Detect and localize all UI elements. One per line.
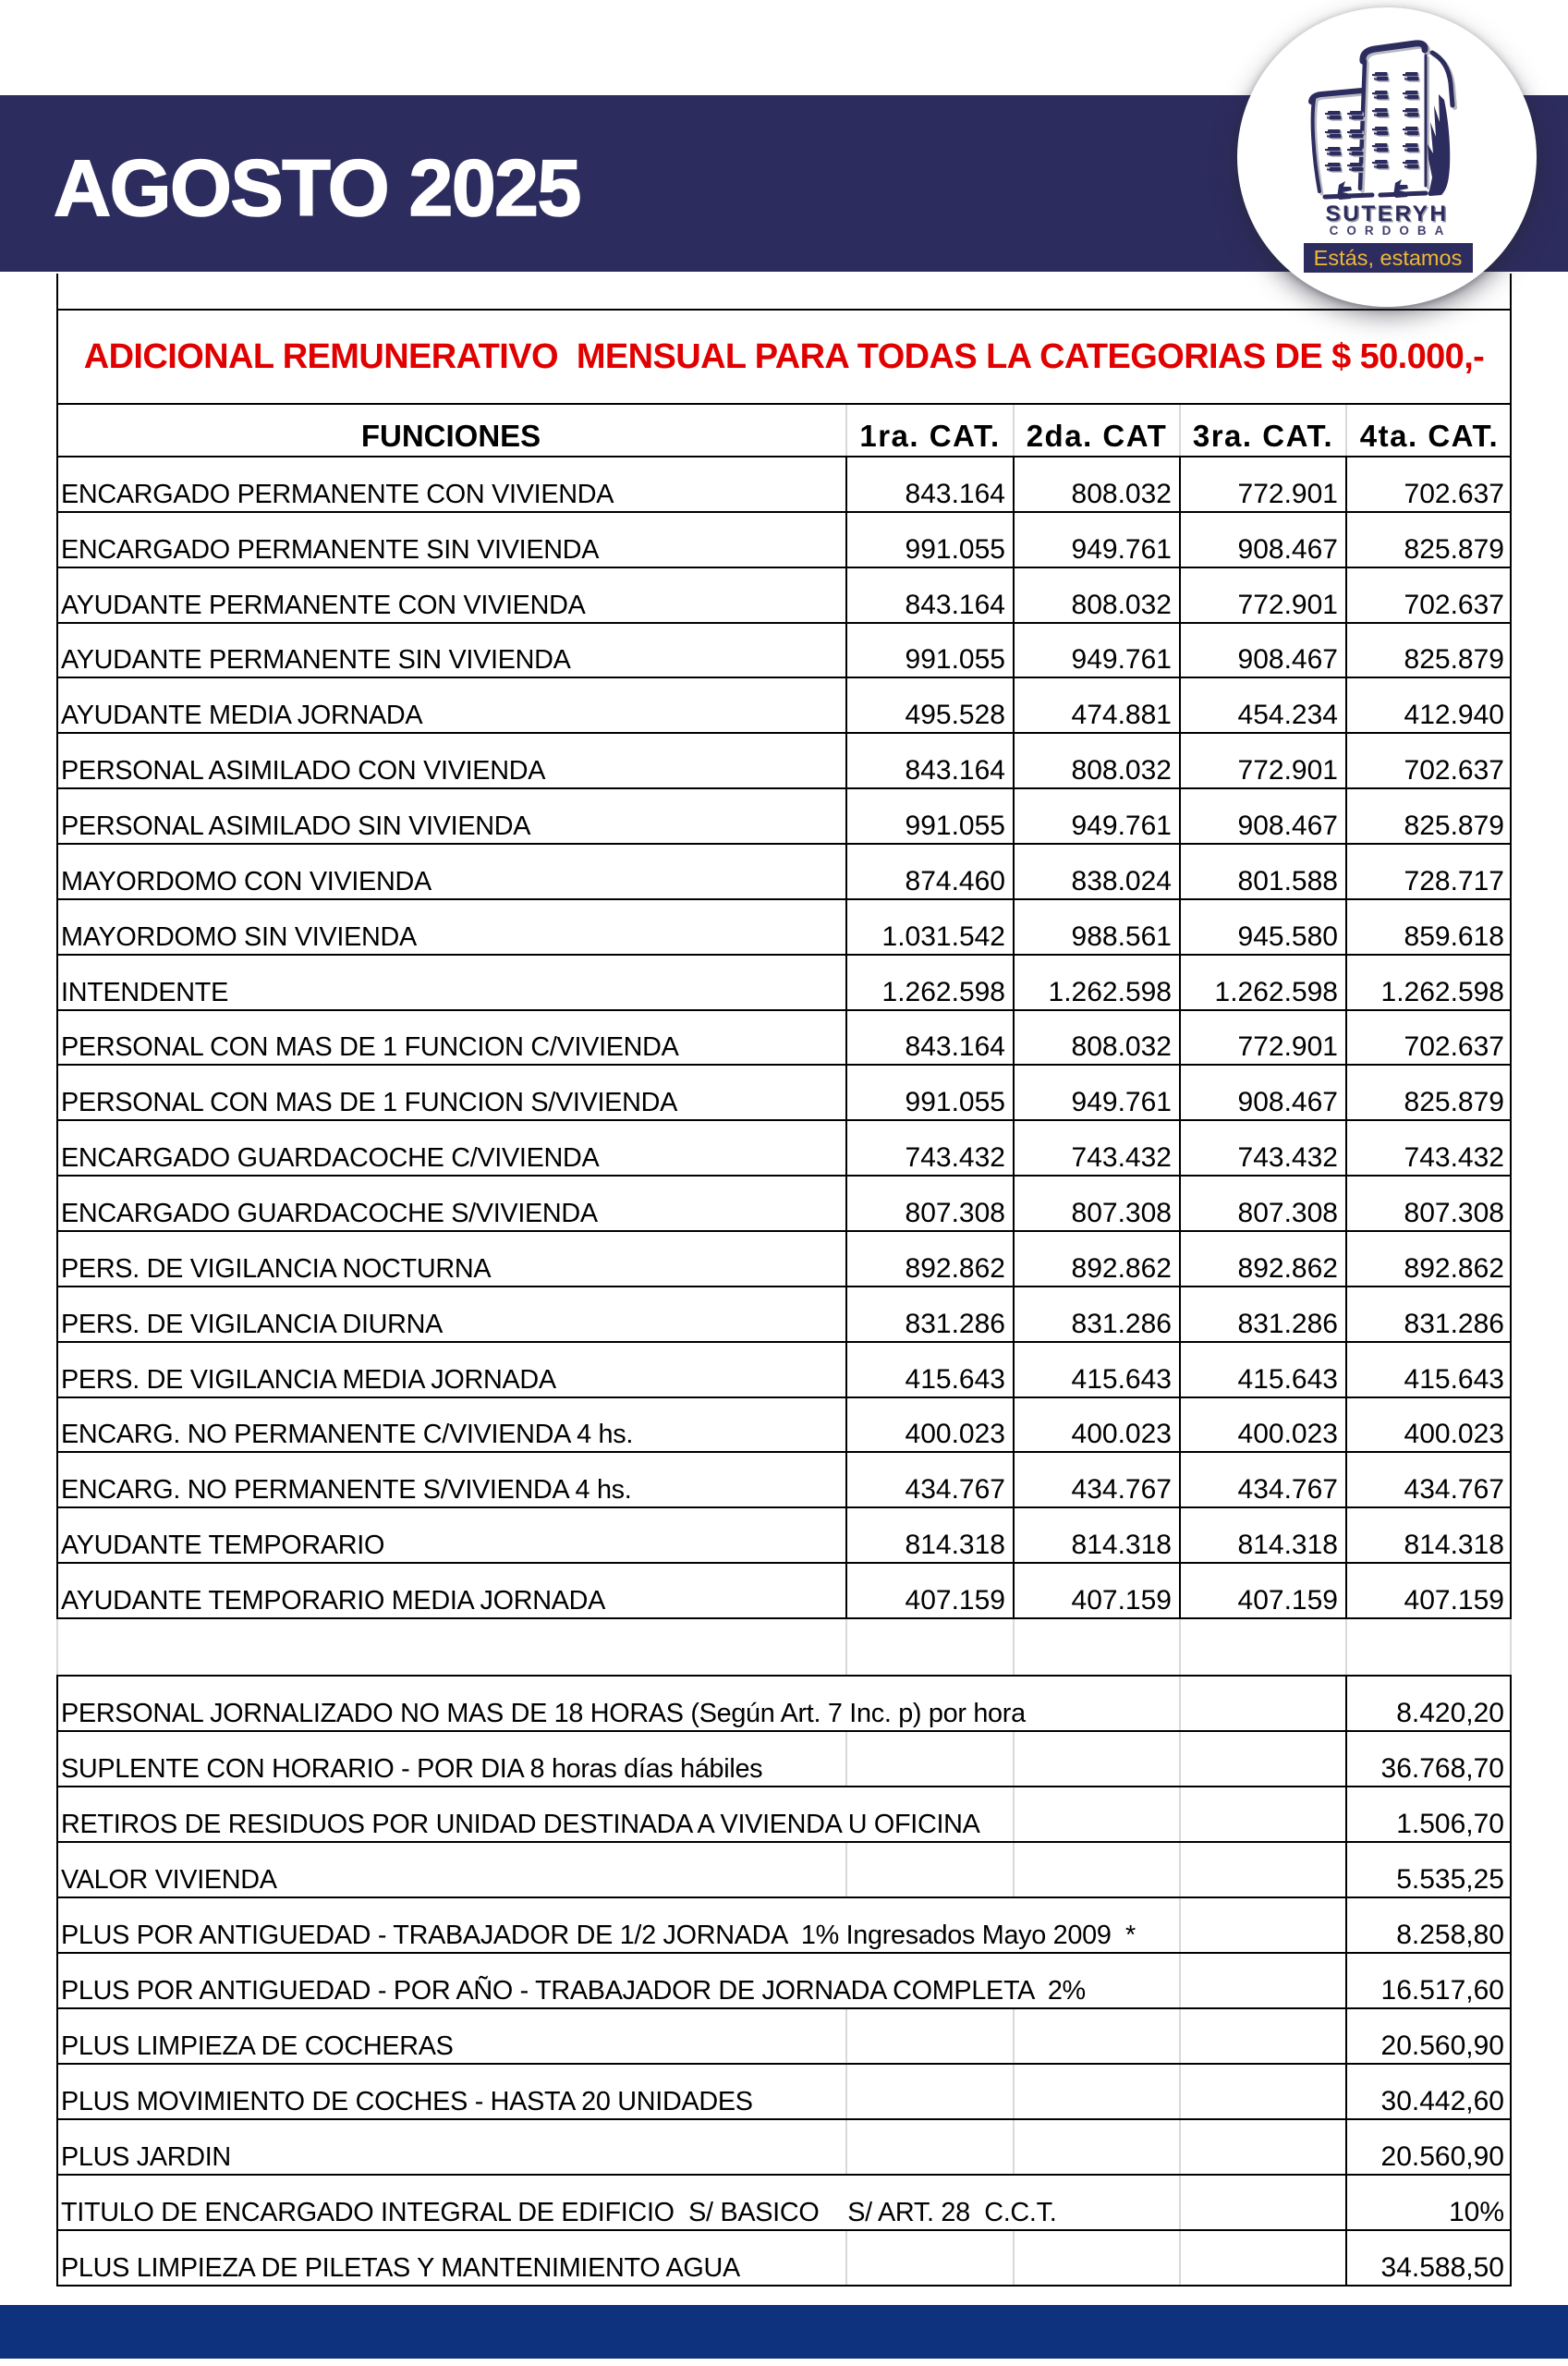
svg-text:SUTERYH: SUTERYH [1327,203,1450,228]
svg-text:Estás, estamos: Estás, estamos [1314,246,1463,270]
svg-text:SUTERYH: SUTERYH [1326,201,1449,226]
svg-text:CORDOBA: CORDOBA [1330,224,1453,238]
